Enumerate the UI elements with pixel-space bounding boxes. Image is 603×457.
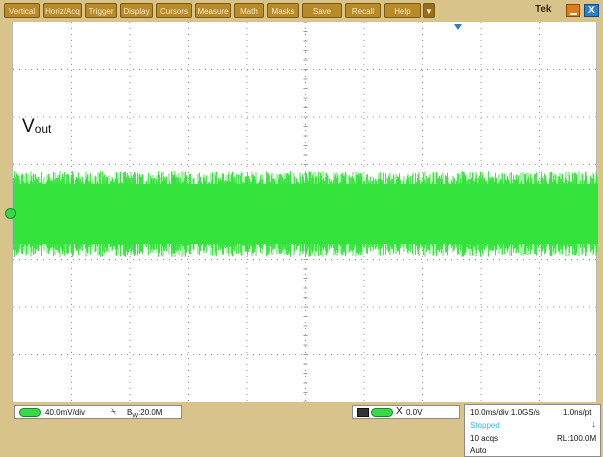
minimize-icon[interactable] [566,4,580,17]
menu-recall[interactable]: Recall [345,3,381,18]
trigger-position-marker[interactable] [454,24,462,30]
acquisition-readout[interactable]: 10.0ms/div 1.0GS/s 1.0ns/pt Stopped ↓ 10… [464,404,601,457]
trigger-channel-badge [371,408,393,417]
resolution: 1.0ns/pt [563,408,592,417]
channel-scale: 40.0mV/div [45,408,86,417]
trigger-slope-icon: X [396,406,403,417]
menu-measure[interactable]: Measure [195,3,231,18]
bandwidth-readout: BW:20.0M [127,408,163,420]
run-state-icon: ↓ [591,419,596,430]
timebase: 10.0ms/div 1.0GS/s [470,408,540,417]
run-state: Stopped [470,421,500,430]
menu-help[interactable]: Help [384,3,421,18]
menu-dropdown-icon[interactable]: ▼ [423,3,435,18]
channel-ground-marker[interactable] [5,208,16,219]
waveform-label: Vout [22,116,52,137]
menu-trigger[interactable]: Trigger [85,3,117,18]
trigger-mode: Auto [470,446,487,455]
menu-cursors[interactable]: Cursors [156,3,192,18]
graticule [13,22,598,402]
frame-right [597,22,603,402]
menu-display[interactable]: Display [120,3,153,18]
waveform-display[interactable] [12,22,598,402]
close-icon[interactable]: X [584,4,599,17]
menu-bar: Vertical Horiz/Acq Trigger Display Curso… [0,0,603,22]
record-length: RL:100.0M [557,434,597,443]
menu-math[interactable]: Math [234,3,264,18]
status-bar: 40.0mV/div ⍀ BW:20.0M X 0.0V 10.0ms/div … [0,402,603,457]
brand-logo: Tek [535,4,552,15]
trigger-source-icon [357,408,369,417]
channel-badge [19,408,41,417]
waveform-core [13,184,598,244]
menu-vertical[interactable]: Vertical [4,3,40,18]
menu-save[interactable]: Save [302,3,342,18]
coupling-icon: ⍀ [111,407,116,416]
menu-horiz-acq[interactable]: Horiz/Acq [43,3,82,18]
trigger-level: 0.0V [406,408,423,417]
trigger-readout[interactable]: X 0.0V [352,405,460,419]
menu-masks[interactable]: Masks [267,3,299,18]
acquisitions: 10 acqs [470,434,499,443]
channel-readout[interactable]: 40.0mV/div ⍀ BW:20.0M [14,405,182,420]
